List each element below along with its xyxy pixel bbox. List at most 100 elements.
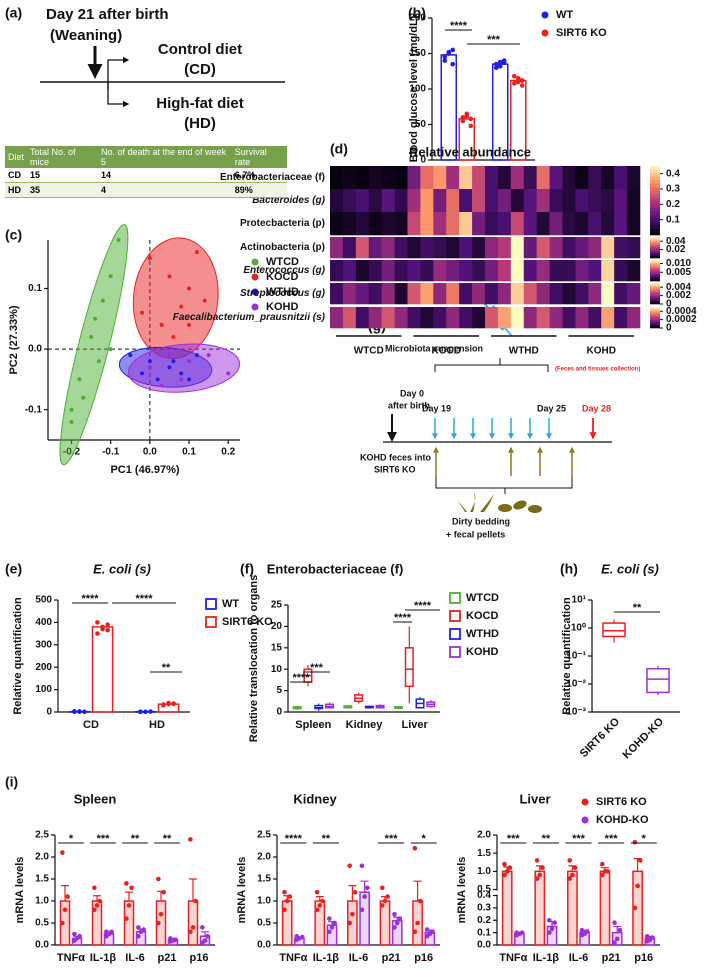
data-point bbox=[108, 274, 113, 279]
colorbar-step bbox=[650, 309, 660, 311]
colorbar-step bbox=[650, 255, 660, 258]
data-point bbox=[179, 371, 184, 376]
data-point bbox=[442, 54, 448, 60]
data-point bbox=[294, 933, 300, 939]
significance-label: * bbox=[422, 833, 427, 845]
data-point bbox=[155, 377, 160, 382]
heat-cell bbox=[523, 237, 537, 259]
timeline-title: Day 21 after birth bbox=[46, 6, 169, 23]
bar bbox=[599, 870, 611, 946]
data-point bbox=[171, 359, 176, 364]
heat-cell bbox=[485, 189, 499, 213]
colorbar-step bbox=[650, 221, 660, 225]
heat-cell bbox=[330, 166, 344, 190]
panel-label: (e) bbox=[5, 561, 22, 577]
data-point bbox=[605, 869, 610, 874]
y-tick-label: 15 bbox=[271, 642, 283, 653]
x-tick-label: IL-1β bbox=[533, 952, 560, 964]
data-point bbox=[77, 933, 82, 939]
significance-label: *** bbox=[572, 833, 586, 845]
heat-cell bbox=[523, 260, 537, 282]
data-point bbox=[156, 920, 161, 926]
colorbar-step bbox=[650, 262, 660, 264]
heat-cell bbox=[355, 260, 370, 282]
x-tick-label: TNFα bbox=[57, 952, 85, 964]
heat-cell bbox=[368, 283, 382, 305]
heat-cell bbox=[588, 212, 602, 236]
heat-cell bbox=[497, 283, 512, 305]
heat-cell bbox=[394, 189, 408, 213]
heat-cell bbox=[420, 237, 434, 259]
data-point bbox=[497, 63, 503, 69]
heat-cell bbox=[549, 166, 563, 190]
heat-cell bbox=[459, 260, 473, 282]
x-tick-label: TNFα bbox=[279, 952, 307, 964]
heat-cell bbox=[588, 260, 602, 282]
colorbar-label: 0.005 bbox=[666, 267, 691, 278]
colorbar-step bbox=[650, 245, 660, 247]
heat-cell bbox=[588, 237, 602, 259]
heat-cell bbox=[472, 283, 486, 305]
heat-cell bbox=[497, 237, 512, 259]
data-point bbox=[69, 407, 74, 412]
data-point bbox=[187, 359, 192, 364]
panel-label: (c) bbox=[5, 227, 22, 243]
heat-cell bbox=[536, 260, 550, 282]
data-point bbox=[650, 935, 655, 940]
header-cell: Diet bbox=[5, 146, 28, 168]
data-point bbox=[547, 930, 552, 935]
colorbar-label: 0 bbox=[666, 323, 672, 334]
heat-cell bbox=[342, 166, 357, 190]
data-point bbox=[105, 622, 110, 627]
y-tick-label: 0.4 bbox=[477, 890, 491, 901]
colorbar-step bbox=[650, 325, 660, 328]
y-axis-label: mRNA levels bbox=[456, 857, 468, 924]
data-point bbox=[415, 920, 420, 926]
data-point bbox=[109, 929, 114, 935]
heat-cell bbox=[420, 189, 434, 213]
heat-cell bbox=[575, 212, 589, 236]
heat-cell bbox=[510, 189, 525, 213]
legend-swatch bbox=[449, 610, 461, 622]
data-point bbox=[397, 916, 403, 921]
data-point bbox=[614, 936, 620, 942]
colorbar-step bbox=[650, 324, 660, 327]
heat-cell bbox=[536, 166, 550, 190]
heat-cell bbox=[601, 237, 615, 259]
data-point bbox=[156, 876, 161, 882]
colorbar-step bbox=[650, 278, 660, 281]
data-point bbox=[159, 383, 164, 388]
significance-label: ** bbox=[633, 602, 642, 614]
significance-label: ** bbox=[542, 833, 551, 845]
colorbar-step bbox=[650, 287, 660, 289]
legend-label: WTCD bbox=[466, 592, 499, 604]
data-point bbox=[359, 907, 365, 913]
colorbar-step bbox=[650, 313, 660, 315]
data-point bbox=[507, 865, 513, 870]
heat-cell bbox=[472, 166, 486, 190]
colorbar-step bbox=[650, 322, 660, 325]
heat-cell bbox=[485, 212, 499, 236]
y-tick-label: 0 bbox=[420, 155, 426, 166]
significance-label: **** bbox=[394, 612, 412, 624]
colorbar-step bbox=[650, 193, 660, 198]
heat-cell bbox=[407, 283, 421, 305]
data-point bbox=[632, 905, 638, 911]
legend-swatch bbox=[581, 816, 589, 824]
heat-cell bbox=[588, 189, 602, 213]
y-tick-label: -0.1 bbox=[25, 404, 43, 415]
colorbar-step bbox=[650, 197, 660, 201]
heat-cell bbox=[536, 307, 550, 329]
x-axis-label: PC1 (46.97%) bbox=[110, 464, 179, 476]
data-point bbox=[572, 865, 578, 870]
data-point bbox=[362, 894, 367, 899]
data-point bbox=[579, 927, 585, 933]
colorbar-step bbox=[650, 224, 660, 229]
heat-cell bbox=[394, 237, 408, 259]
error-bar bbox=[613, 925, 622, 933]
data-point bbox=[171, 334, 176, 339]
colorbar-step bbox=[650, 311, 660, 313]
colorbar-label: 0.04 bbox=[666, 236, 686, 247]
data-point bbox=[97, 898, 102, 904]
